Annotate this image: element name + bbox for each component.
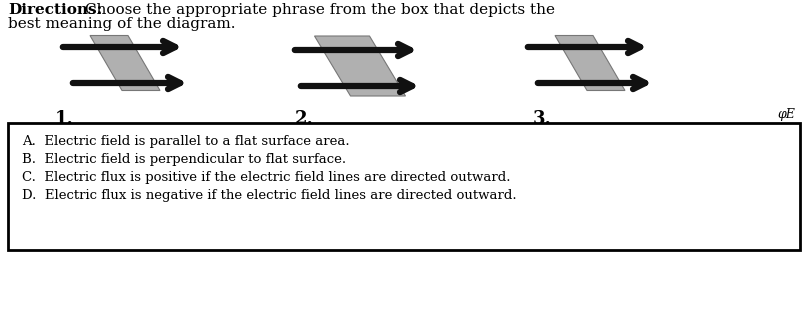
Text: C.  Electric flux is positive if the electric field lines are directed outward.: C. Electric flux is positive if the elec… bbox=[22, 171, 510, 184]
Text: B.  Electric field is perpendicular to flat surface.: B. Electric field is perpendicular to fl… bbox=[22, 153, 346, 166]
Text: A.  Electric field is parallel to a flat surface area.: A. Electric field is parallel to a flat … bbox=[22, 135, 349, 148]
Polygon shape bbox=[90, 36, 160, 91]
Text: best meaning of the diagram.: best meaning of the diagram. bbox=[8, 17, 235, 31]
Polygon shape bbox=[555, 36, 625, 91]
Polygon shape bbox=[315, 36, 405, 96]
FancyBboxPatch shape bbox=[8, 123, 800, 250]
Text: Directions:: Directions: bbox=[8, 3, 102, 17]
Text: D.  Electric flux is negative if the electric field lines are directed outward.: D. Electric flux is negative if the elec… bbox=[22, 189, 517, 202]
Text: φE: φE bbox=[777, 108, 795, 121]
Text: Choose the appropriate phrase from the box that depicts the: Choose the appropriate phrase from the b… bbox=[80, 3, 555, 17]
Text: 3.: 3. bbox=[533, 110, 552, 128]
Text: 2.: 2. bbox=[295, 110, 314, 128]
Text: 1.: 1. bbox=[55, 110, 74, 128]
